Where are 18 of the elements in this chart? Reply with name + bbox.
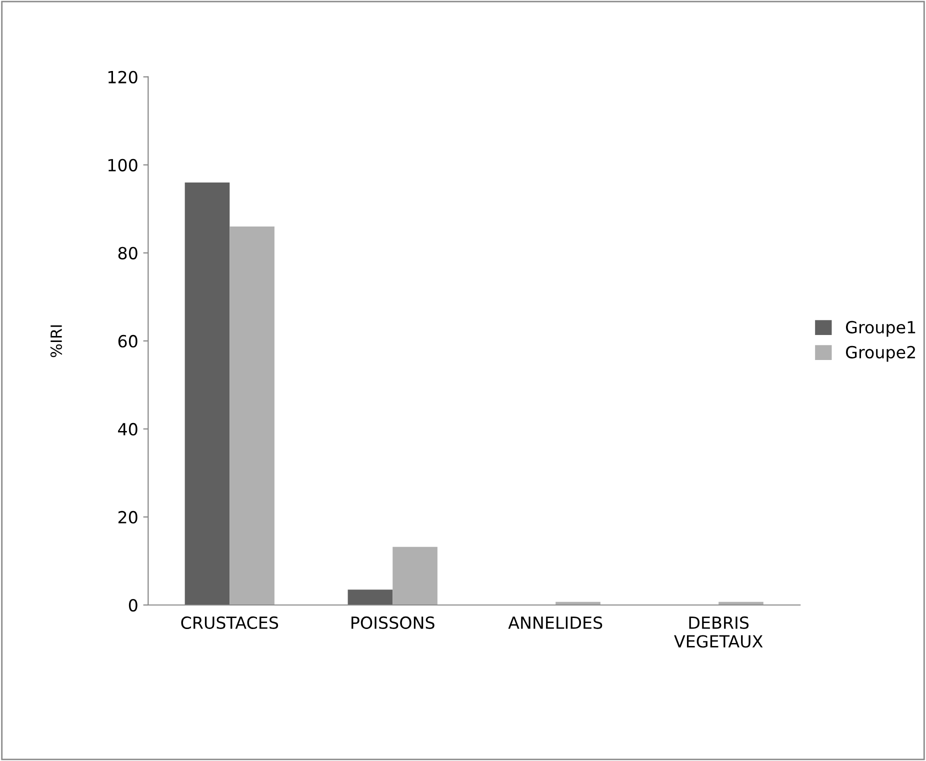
y-tick-label: 0 [128, 598, 138, 612]
bar [230, 226, 274, 605]
bar [348, 590, 393, 605]
y-tick-label: 40 [118, 422, 138, 436]
y-tick-label: 100 [108, 158, 138, 172]
bar [184, 182, 230, 605]
legend-label: Groupe2 [846, 346, 915, 362]
y-axis-title: %IRI [50, 325, 62, 358]
y-tick-label: 20 [118, 510, 138, 524]
x-tick-label: CRUSTACES [181, 616, 278, 630]
x-tick-label: ANNELIDES [508, 616, 602, 630]
y-tick-label: 80 [118, 246, 138, 260]
x-tick-label: DEBRIS VEGETAUX [674, 616, 763, 648]
y-tick-label: 120 [108, 70, 138, 84]
x-tick-label: POISSONS [352, 616, 434, 630]
y-tick-label: 60 [118, 334, 138, 348]
bar [392, 546, 438, 605]
legend-label: Groupe1 [846, 320, 916, 337]
